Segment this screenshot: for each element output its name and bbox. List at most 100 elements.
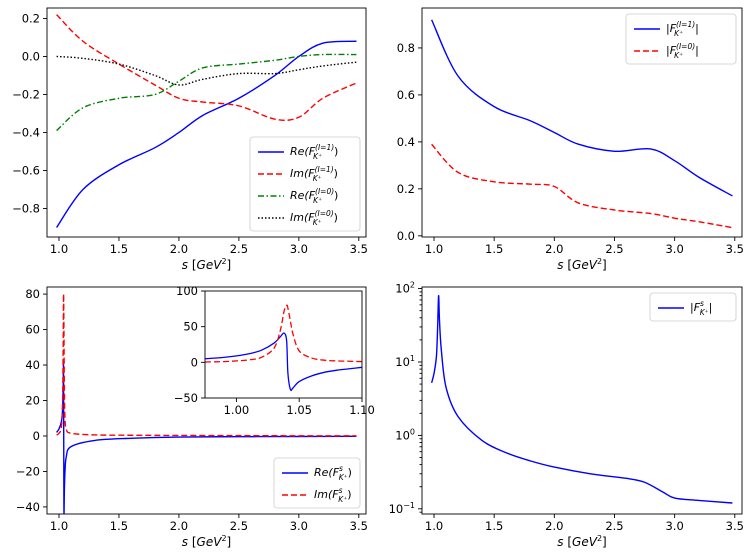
x-tick-label: 1.0 [50, 242, 68, 256]
x-axis-label-unit: ] [602, 535, 607, 549]
y-tick-label: −50 [174, 391, 198, 405]
x-axis-label-unit: GeV [572, 535, 598, 549]
x-axis-label: s [GeV2] [182, 534, 231, 549]
legend-label-sup: s [339, 464, 343, 473]
y-tick-exponent: 0 [410, 427, 415, 436]
x-axis-label: s [GeV2] [182, 257, 231, 272]
panel-top-right: 1.0 1.5 2.0 2.5 3.0 3.50.00.20.40.60.8|F(I=1)… [397, 7, 744, 272]
legend-label-close: ) [334, 211, 338, 224]
y-tick-label: 102 [395, 281, 415, 296]
legend-label-sub: K⁺ [674, 51, 683, 60]
legend-label: Re(Fs K⁺) [314, 464, 352, 482]
y-tick-label: 100 [395, 427, 415, 442]
x-tick-label: 2.5 [605, 519, 623, 533]
legend-label-sup: (I=0) [676, 42, 695, 51]
legend-label-close: | [695, 22, 699, 35]
legend-label-sub: K⁺ [339, 473, 348, 482]
legend-label-main: |F [690, 301, 701, 314]
legend: |F(I=1) K⁺ ||F(I=0) K⁺ | [625, 13, 737, 65]
y-tick-label: 20 [25, 394, 40, 408]
legend: Re(Fs K⁺)Im(Fs K⁺) [273, 457, 361, 509]
legend-label-close: ) [347, 488, 351, 501]
legend-box [249, 136, 361, 232]
series-line [205, 304, 362, 363]
x-tick-label: 1.5 [110, 242, 128, 256]
x-tick-label: 3.5 [726, 519, 744, 533]
x-tick-label: 1.5 [110, 519, 128, 533]
y-tick-exponent: 2 [410, 281, 415, 290]
legend-label-close: ) [334, 167, 338, 180]
series-line [431, 143, 733, 229]
legend-label-main: Im(F [314, 488, 339, 501]
x-axis-label-unit: GeV [197, 258, 223, 272]
legend-label-main: Re(F [314, 466, 340, 479]
x-axis-label-exp: 2 [597, 257, 602, 266]
y-tick-label: 0.8 [397, 41, 415, 55]
y-tick-label: 0 [191, 355, 198, 369]
legend-label-close: | [709, 301, 713, 314]
y-tick-label: −0.8 [12, 201, 40, 215]
x-axis-label-unit: ] [227, 258, 232, 272]
series-line [56, 53, 357, 132]
series-line [430, 19, 733, 197]
y-tick-label: 80 [25, 287, 40, 301]
legend-label-sup: (I=0) [315, 187, 334, 196]
plot-frame [421, 286, 743, 515]
legend-label-main: |F [666, 22, 677, 35]
plot-frame [421, 7, 743, 238]
legend-label-sup: s [700, 299, 704, 308]
x-axis-label-var: s [182, 535, 192, 549]
x-axis-label-exp: 2 [597, 534, 602, 543]
x-tick-label: 3.0 [290, 519, 308, 533]
legend: |Fs K⁺| [649, 292, 737, 322]
x-axis-label-exp: 2 [221, 257, 226, 266]
panel-top-left: 1.0 1.5 2.0 2.5 3.0 3.5 −0.8 −0.6 −0.4 −0.2 0.0 0.2… [12, 7, 368, 272]
x-tick-label: 2.0 [545, 519, 563, 533]
x-tick-label: 2.0 [545, 242, 563, 256]
plot-frame [46, 286, 367, 515]
legend-label-sup: (I=1) [315, 165, 334, 174]
inset-background [205, 291, 362, 398]
legend-label-sup: (I=1) [315, 143, 334, 152]
series-line [56, 55, 357, 86]
legend-label-main: Im(F [290, 167, 315, 180]
series-line [430, 294, 733, 504]
series-line [56, 361, 357, 514]
series-line [205, 332, 362, 392]
y-tick-label: −20 [16, 464, 40, 478]
legend-label-main: Re(F [290, 189, 316, 202]
y-tick-label: 0.2 [397, 182, 415, 196]
y-tick-label: 50 [183, 320, 198, 334]
series-line [56, 293, 357, 437]
x-axis-label-unit: ] [602, 258, 607, 272]
x-axis-label-var: s [557, 535, 567, 549]
legend-label: Im(F(I=0) K⁺) [290, 209, 338, 227]
legend-label-main: Re(F [290, 145, 316, 158]
x-axis-label-unit: GeV [572, 258, 598, 272]
x-tick-label: 1.0 [425, 242, 443, 256]
x-tick-label: 1.10 [349, 403, 375, 417]
legend-label-main: |F [666, 44, 677, 57]
legend-label-sub: K⁺ [338, 495, 347, 504]
y-tick-label: 40 [25, 358, 40, 372]
x-axis-label: s [GeV2] [557, 534, 606, 549]
x-axis-label-unit: ] [227, 535, 232, 549]
y-tick-label: −0.2 [12, 87, 40, 101]
legend-label-close: | [695, 44, 699, 57]
legend-label-close: ) [334, 145, 338, 158]
y-tick-label: 0.0 [397, 229, 415, 243]
x-tick-label: 1.5 [485, 242, 503, 256]
legend-label-sub: K⁺ [313, 218, 322, 227]
x-tick-label: 1.5 [485, 519, 503, 533]
x-tick-label: 3.5 [350, 519, 368, 533]
x-tick-label: 1.0 [50, 519, 68, 533]
x-tick-label: 3.0 [665, 519, 683, 533]
x-axis-label-var: s [557, 258, 567, 272]
legend-label: Im(Fs K⁺) [314, 486, 351, 504]
legend-label: |F(I=0) K⁺ | [666, 42, 699, 60]
inset: 1.00 1.05 1.10 −50 0 50 100 [174, 284, 375, 417]
legend-box [649, 292, 737, 322]
x-tick-label: 2.5 [605, 242, 623, 256]
